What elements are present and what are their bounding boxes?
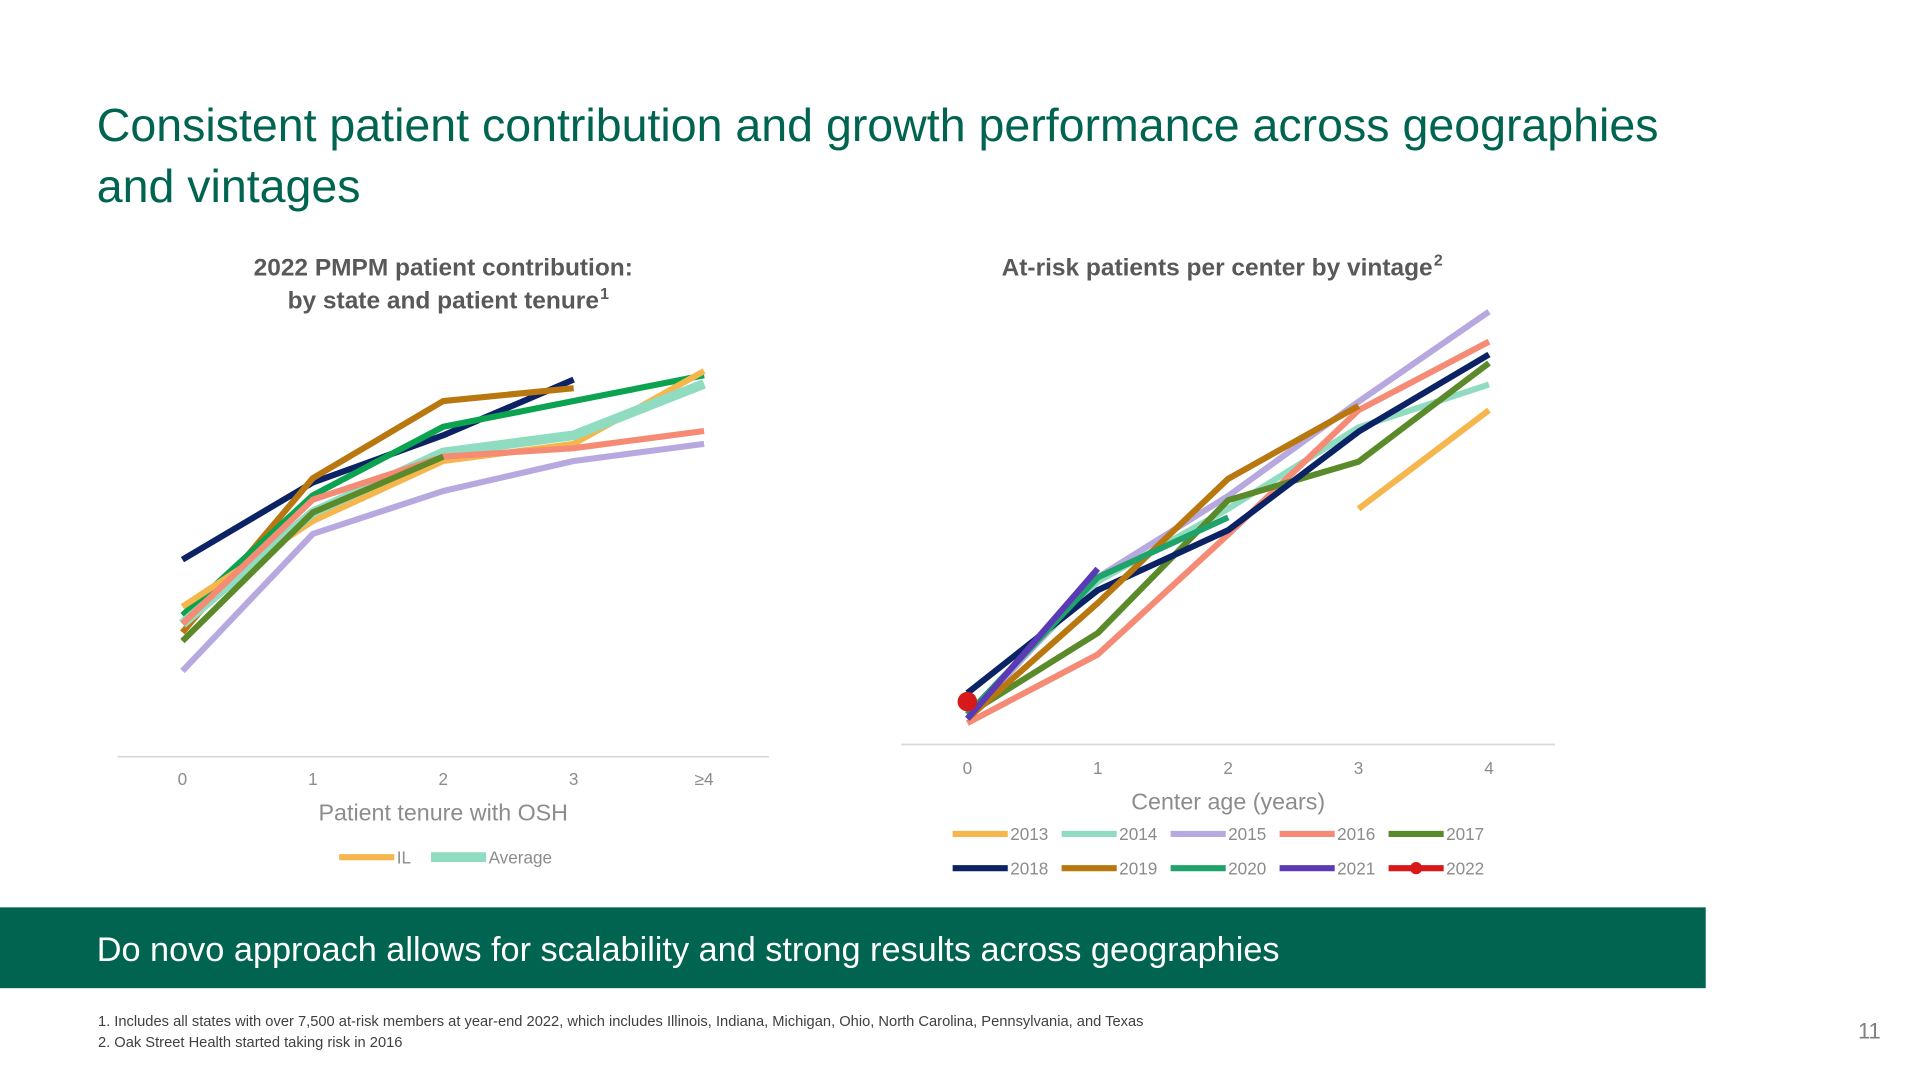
legend-label: IL: [397, 847, 411, 867]
legend-label: 2016: [1337, 824, 1375, 844]
legend-label: 2021: [1337, 858, 1375, 878]
x-tick-label: 3: [569, 769, 579, 789]
series-line: [179, 379, 706, 628]
legend-label: Average: [489, 847, 552, 867]
legend-label: 2014: [1119, 824, 1158, 844]
footnote: 2. Oak Street Health started taking risk…: [98, 1035, 403, 1051]
legend-marker: [1410, 862, 1423, 875]
x-tick-label: 0: [963, 758, 973, 778]
series-line: [180, 376, 575, 563]
chart-title: by state and patient tenure: [288, 288, 599, 315]
x-tick-label: 2: [1223, 758, 1233, 778]
legend-label: 2020: [1228, 858, 1266, 878]
legend-label: 2015: [1228, 824, 1266, 844]
x-tick-label: 2: [438, 769, 448, 789]
series-line: [965, 351, 1491, 696]
chart-title: 2022 PMPM patient contribution:: [254, 255, 633, 282]
x-tick-label: ≥4: [695, 769, 714, 789]
series-line: [965, 338, 1491, 726]
chart-title: At-risk patients per center by vintage: [1002, 255, 1433, 282]
slide-title: Consistent patient contribution and grow…: [97, 99, 1659, 151]
series-line: [965, 403, 1361, 722]
legend-label: 2022: [1446, 858, 1484, 878]
series-line: [965, 309, 1491, 721]
series-line: [965, 360, 1491, 718]
legend-label: 2019: [1119, 858, 1157, 878]
footnote-ref: 2: [1434, 253, 1443, 270]
x-tick-label: 0: [178, 769, 188, 789]
x-tick-label: 1: [308, 769, 318, 789]
banner: [0, 907, 1706, 989]
page-number: 11: [1858, 1018, 1881, 1043]
x-axis-title: Center age (years): [1131, 788, 1325, 814]
slide-title: and vintages: [97, 160, 361, 212]
series-line: [965, 566, 1101, 721]
banner-text: Do novo approach allows for scalability …: [97, 931, 1280, 969]
series-line: [1356, 407, 1491, 512]
legend-label: 2013: [1010, 824, 1048, 844]
legend-label: 2017: [1446, 824, 1484, 844]
series-line: [180, 440, 705, 674]
x-axis-title: Patient tenure with OSH: [319, 799, 568, 825]
legend-label: 2018: [1010, 858, 1048, 878]
footnote: 1. Includes all states with over 7,500 a…: [98, 1014, 1144, 1030]
footnote-ref: 1: [600, 286, 609, 303]
x-tick-label: 1: [1093, 758, 1103, 778]
x-tick-label: 3: [1354, 758, 1364, 778]
series-line: [180, 372, 705, 618]
series-point: [957, 691, 978, 712]
series-line: [180, 453, 445, 644]
x-tick-label: 4: [1484, 758, 1494, 778]
